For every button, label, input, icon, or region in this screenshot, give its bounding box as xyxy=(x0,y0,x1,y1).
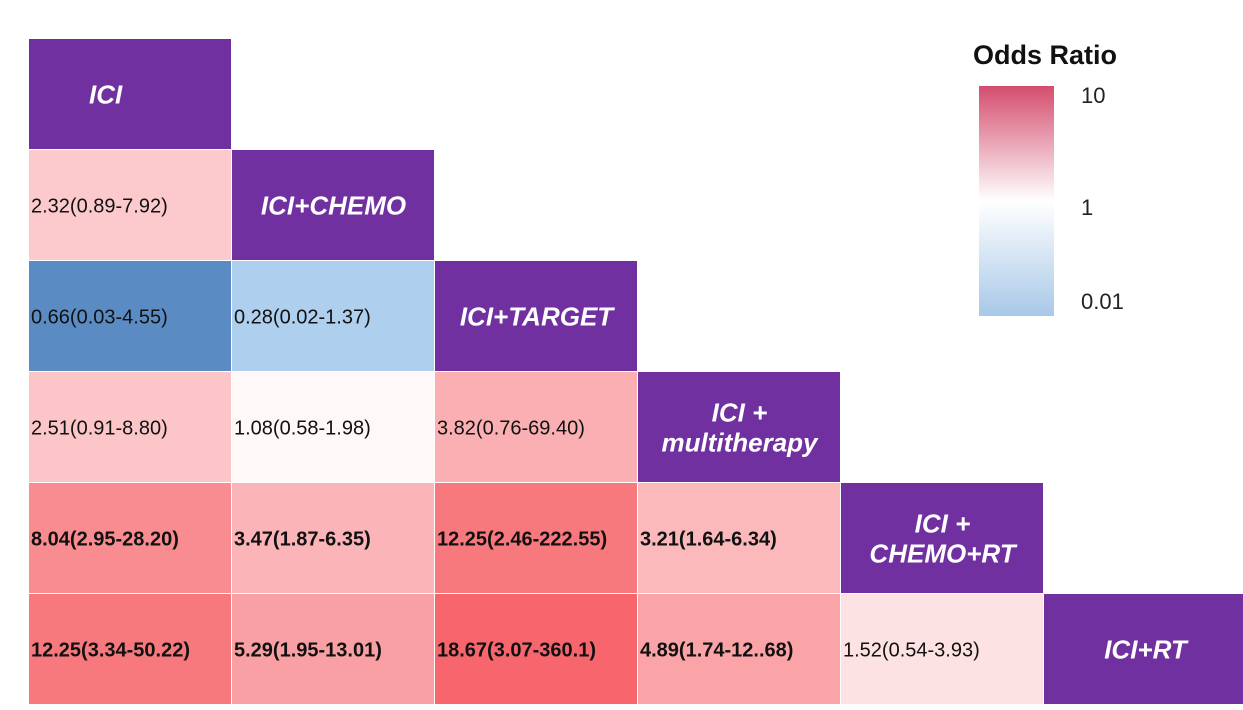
treatment-cell: ICI +multitherapy xyxy=(638,372,840,482)
cell-fill xyxy=(232,372,434,482)
legend-tick-low: 0.01 xyxy=(1081,289,1124,314)
cell-label: 1.08(0.58-1.98) xyxy=(234,418,371,440)
cell-label: 3.47(1.87-6.35) xyxy=(234,529,371,551)
heatmap-cells: 2.32(0.89-7.92) 0.66(0.03-4.55) 0.28(0.02-… xyxy=(29,150,1043,704)
treatment-cell: ICI xyxy=(29,39,231,149)
heatmap-cell: 3.47(1.87-6.35) xyxy=(232,483,434,593)
heatmap-cell: 18.67(3.07-360.1) xyxy=(435,594,637,704)
treatment-label: ICI xyxy=(89,80,123,110)
heatmap-cell: 1.52(0.54-3.93) xyxy=(841,594,1043,704)
cell-label: 5.29(1.95-13.01) xyxy=(234,640,382,662)
heatmap-cell: 2.51(0.91-8.80) xyxy=(29,372,231,482)
treatment-fill xyxy=(841,483,1043,593)
cell-fill xyxy=(29,372,231,482)
cell-fill xyxy=(638,483,840,593)
heatmap-cell: 3.21(1.64-6.34) xyxy=(638,483,840,593)
cell-label: 2.51(0.91-8.80) xyxy=(31,418,168,440)
cell-fill xyxy=(29,261,231,371)
legend-colorbar xyxy=(979,86,1054,316)
cell-label: 2.32(0.89-7.92) xyxy=(31,196,168,218)
cell-label: 1.52(0.54-3.93) xyxy=(843,640,980,662)
treatment-cell: ICI+RT xyxy=(1044,594,1243,704)
cell-label: 3.82(0.76-69.40) xyxy=(437,418,585,440)
legend-title: Odds Ratio xyxy=(973,40,1117,70)
treatment-label: multitherapy xyxy=(661,428,819,458)
heatmap-cell: 12.25(3.34-50.22) xyxy=(29,594,231,704)
cell-fill xyxy=(29,150,231,260)
treatment-fill xyxy=(435,261,637,371)
heatmap-cell: 0.28(0.02-1.37) xyxy=(232,261,434,371)
heatmap-cell: 12.25(2.46-222.55) xyxy=(435,483,637,593)
cell-label: 8.04(2.95-28.20) xyxy=(31,529,179,551)
legend-tick-mid: 1 xyxy=(1081,195,1093,220)
cell-fill xyxy=(841,594,1043,704)
cell-fill xyxy=(29,483,231,593)
treatment-label: CHEMO+RT xyxy=(869,539,1017,569)
cell-label: 12.25(2.46-222.55) xyxy=(437,529,607,551)
cell-label: 3.21(1.64-6.34) xyxy=(640,529,777,551)
cell-fill xyxy=(435,483,637,593)
cell-label: 4.89(1.74-12..68) xyxy=(640,640,793,662)
heatmap-cell: 3.82(0.76-69.40) xyxy=(435,372,637,482)
cell-label: 0.66(0.03-4.55) xyxy=(31,307,168,329)
heatmap-cell: 8.04(2.95-28.20) xyxy=(29,483,231,593)
treatment-fill xyxy=(638,372,840,482)
legend: Odds Ratio 10 1 0.01 xyxy=(973,40,1124,316)
treatment-cell: ICI+CHEMO xyxy=(232,150,434,260)
cell-fill xyxy=(29,594,231,704)
heatmap-cell: 5.29(1.95-13.01) xyxy=(232,594,434,704)
cell-label: 0.28(0.02-1.37) xyxy=(234,307,371,329)
treatment-label: ICI+TARGET xyxy=(460,302,615,332)
treatment-fill xyxy=(232,150,434,260)
cell-fill xyxy=(435,372,637,482)
heatmap-cell: 1.08(0.58-1.98) xyxy=(232,372,434,482)
heatmap-cell: 4.89(1.74-12..68) xyxy=(638,594,840,704)
cell-label: 18.67(3.07-360.1) xyxy=(437,640,596,662)
cell-fill xyxy=(638,594,840,704)
cell-fill xyxy=(232,594,434,704)
treatment-label: ICI+RT xyxy=(1104,635,1189,665)
treatment-fill xyxy=(29,39,231,149)
treatment-label: ICI + xyxy=(712,398,768,428)
heatmap-cell: 2.32(0.89-7.92) xyxy=(29,150,231,260)
cell-fill xyxy=(232,483,434,593)
treatment-cell: ICI+TARGET xyxy=(435,261,637,371)
cell-fill xyxy=(435,594,637,704)
legend-tick-high: 10 xyxy=(1081,83,1105,108)
cell-fill xyxy=(232,261,434,371)
treatment-cell: ICI +CHEMO+RT xyxy=(841,483,1043,593)
treatment-label: ICI+CHEMO xyxy=(261,191,406,221)
treatment-fill xyxy=(1044,594,1243,704)
cell-label: 12.25(3.34-50.22) xyxy=(31,640,190,662)
heatmap-cell: 0.66(0.03-4.55) xyxy=(29,261,231,371)
treatment-label: ICI + xyxy=(915,509,971,539)
